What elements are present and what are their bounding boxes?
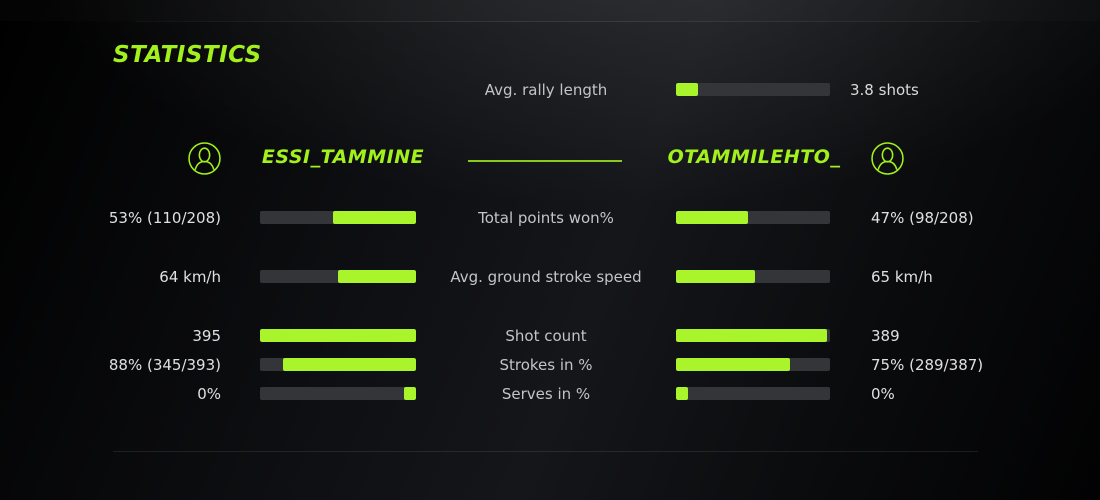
stat-bar-left-fill <box>333 211 416 224</box>
stat-left-value: 53% (110/208) <box>108 209 221 227</box>
stat-bar-left <box>260 329 416 342</box>
stat-bar-right <box>676 211 830 224</box>
top-band <box>0 0 1100 21</box>
stat-bar-right-fill <box>676 270 755 283</box>
stat-bar-left-fill <box>260 329 416 342</box>
stat-bar-left <box>260 211 416 224</box>
stat-right-value: 65 km/h <box>871 268 933 286</box>
stat-bar-right <box>676 387 830 400</box>
player-name-right: OTAMMILEHTO_ <box>667 146 841 168</box>
rally-length-bar-fill <box>676 83 698 96</box>
stat-label: Serves in % <box>501 385 591 403</box>
page-title: STATISTICS <box>113 42 262 68</box>
top-divider-line <box>135 21 980 22</box>
stat-right-value: 389 <box>871 327 900 345</box>
stat-bar-right <box>676 329 830 342</box>
rally-length-bar <box>676 83 830 96</box>
rally-length-label: Avg. rally length <box>484 81 608 99</box>
stat-bar-left <box>260 358 416 371</box>
stat-bar-right <box>676 270 830 283</box>
stat-bar-left <box>260 387 416 400</box>
stat-left-value: 0% <box>197 385 221 403</box>
stat-right-value: 0% <box>871 385 895 403</box>
stat-bar-right <box>676 358 830 371</box>
stat-left-value: 88% (345/393) <box>108 356 221 374</box>
stat-label: Shot count <box>505 327 587 345</box>
stat-label: Avg. ground stroke speed <box>450 268 642 286</box>
stat-left-value: 395 <box>192 327 221 345</box>
stat-label: Total points won% <box>478 209 614 227</box>
rally-length-value: 3.8 shots <box>850 81 919 99</box>
stat-bar-right-fill <box>676 387 689 400</box>
stat-right-value: 47% (98/208) <box>871 209 974 227</box>
stat-bar-left-fill <box>338 270 416 283</box>
players-divider-line <box>468 160 622 162</box>
stat-bar-left-fill <box>403 387 416 400</box>
player-name-left: ESSI_TAMMINE <box>261 146 425 168</box>
stat-right-value: 75% (289/387) <box>871 356 984 374</box>
stat-bar-right-fill <box>676 329 827 342</box>
stat-bar-right-fill <box>676 358 790 371</box>
person-avatar-icon[interactable] <box>188 142 221 175</box>
bottom-divider-line <box>113 451 978 452</box>
stat-bar-left <box>260 270 416 283</box>
stat-left-value: 64 km/h <box>159 268 221 286</box>
person-avatar-icon[interactable] <box>871 142 904 175</box>
stat-bar-right-fill <box>676 211 749 224</box>
stat-bar-left-fill <box>283 358 416 371</box>
stat-label: Strokes in % <box>499 356 593 374</box>
